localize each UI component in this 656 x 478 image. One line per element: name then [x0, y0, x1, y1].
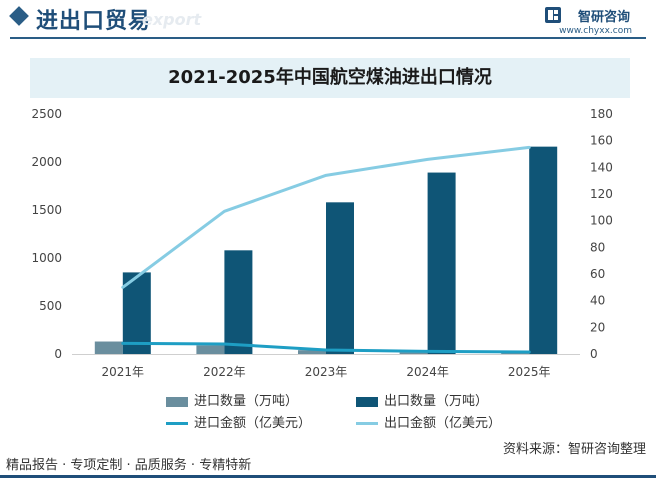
y-left-tick-label: 0 — [54, 347, 62, 361]
line-export-value — [121, 145, 531, 289]
legend-swatch-import-value — [166, 422, 188, 425]
bar-export-qty — [224, 250, 253, 354]
bar-export-qty — [326, 202, 354, 354]
footer-band — [0, 475, 656, 478]
x-tick-label: 2022年 — [203, 365, 246, 379]
legend: 进口数量（万吨） 出口数量（万吨） 进口金额（亿美元） 出口金额（亿美元） — [166, 390, 526, 431]
bar-export-qty — [122, 272, 151, 354]
x-tick-label: 2024年 — [406, 365, 449, 379]
brand-name: 智研咨询 — [577, 10, 630, 25]
bar-import-qty — [399, 352, 428, 354]
bar-import-qty — [94, 341, 123, 354]
bar-import-qty — [501, 353, 530, 354]
x-tick-label: 2025年 — [508, 365, 551, 379]
y-right-tick-label: 180 — [590, 107, 613, 121]
y-right-tick-label: 40 — [590, 294, 605, 308]
footer-text: 精品报告 · 专项定制 · 品质服务 · 专精特新 — [6, 458, 252, 473]
brand-url: www.chyxx.com — [559, 26, 632, 36]
y-right-tick-label: 140 — [590, 160, 613, 174]
y-right-tick-label: 120 — [590, 187, 613, 201]
section-title: 进出口贸易 — [36, 9, 152, 34]
x-tick-label: 2021年 — [102, 365, 145, 379]
line-import-value — [121, 341, 531, 354]
y-left-tick-label: 1000 — [31, 251, 62, 265]
brand-logo-icon — [545, 7, 561, 23]
legend-label-import-qty: 进口数量（万吨） — [194, 394, 299, 409]
x-tick-label: 2023年 — [305, 365, 348, 379]
legend-label-export-qty: 出口数量（万吨） — [384, 394, 489, 409]
y-left-tick-label: 2000 — [31, 155, 62, 169]
y-right-tick-label: 80 — [590, 240, 605, 254]
legend-label-import-value: 进口金额（亿美元） — [194, 416, 312, 431]
y-left-tick-label: 500 — [39, 299, 62, 313]
y-left-tick-label: 2500 — [31, 107, 62, 121]
header-divider — [10, 37, 646, 39]
y-right-tick-label: 100 — [590, 214, 613, 228]
bar-export-qty — [529, 146, 558, 354]
header: 进出口贸易 export 智研咨询 www.chyxx.com — [0, 0, 656, 44]
legend-swatch-import-qty — [166, 396, 188, 407]
y-right-tick-label: 20 — [590, 320, 605, 334]
bar-import-qty — [196, 345, 225, 354]
bar-import-qty — [298, 350, 326, 354]
legend-swatch-export-value — [356, 422, 378, 425]
y-right-tick-label: 60 — [590, 267, 605, 281]
legend-item-export-value: 出口金额（亿美元） — [356, 412, 502, 431]
watermark-text: export — [142, 10, 202, 29]
y-left-tick-label: 1500 — [31, 203, 62, 217]
legend-item-export-qty: 出口数量（万吨） — [356, 390, 489, 409]
legend-swatch-export-qty — [356, 396, 378, 407]
source-note: 资料来源：智研咨询整理 — [502, 442, 646, 457]
y-right-tick-label: 160 — [590, 134, 613, 148]
bar-export-qty — [427, 172, 456, 354]
legend-item-import-value: 进口金额（亿美元） — [166, 412, 312, 431]
legend-item-import-qty: 进口数量（万吨） — [166, 390, 299, 409]
y-right-tick-label: 0 — [590, 347, 598, 361]
legend-label-export-value: 出口金额（亿美元） — [384, 416, 502, 431]
chart-title: 2021-2025年中国航空煤油进出口情况 — [30, 58, 630, 98]
footer: 精品报告 · 专项定制 · 品质服务 · 专精特新 — [0, 448, 656, 478]
